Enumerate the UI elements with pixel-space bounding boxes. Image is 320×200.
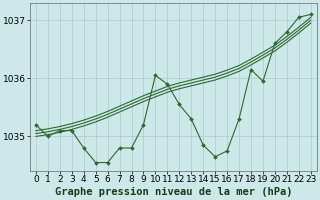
X-axis label: Graphe pression niveau de la mer (hPa): Graphe pression niveau de la mer (hPa) — [55, 187, 292, 197]
